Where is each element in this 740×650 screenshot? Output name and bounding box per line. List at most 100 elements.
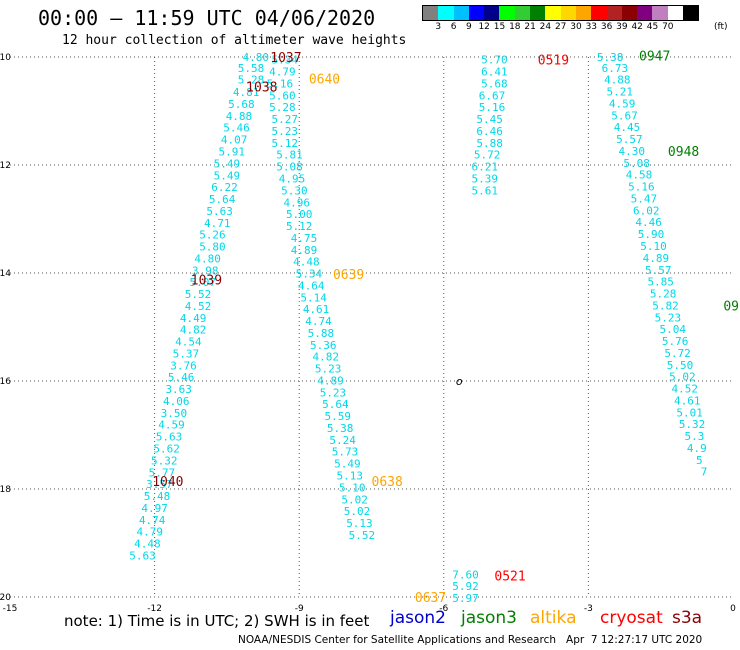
swh-point-jason3: 5.01: [676, 406, 703, 419]
swh-point-jason3: 4.89: [643, 252, 670, 265]
swh-point-jason3: 5.76: [662, 335, 689, 348]
swh-point-s3a: 3.63: [165, 383, 192, 396]
swh-point-cryosat: 6.67: [479, 89, 506, 102]
swh-point-s3a: 4.82: [180, 324, 207, 337]
swh-point-altika: 4.95: [279, 173, 306, 186]
swh-point-s3a: 5.48: [144, 490, 171, 503]
swh-point-s3a: 4.80: [243, 51, 270, 64]
swh-point-jason3: 5.57: [645, 264, 672, 277]
swh-point-s3a: 4.54: [175, 336, 202, 349]
swh-point-s3a: 5.46: [168, 371, 195, 384]
legend-label: 70: [662, 22, 674, 32]
footer-note: note: 1) Time is in UTC; 2) SWH is in fe…: [64, 612, 370, 630]
swh-point-altika: 5.64: [322, 398, 349, 411]
x-tick-label: -6: [439, 604, 448, 614]
swh-point-s3a: 4.80: [194, 252, 221, 265]
pass-time-label: 1037: [270, 51, 301, 66]
swh-point-s3a: 4.88: [226, 110, 253, 123]
swh-point-jason3: 5.21: [606, 86, 633, 99]
y-tick-label: -12: [0, 161, 11, 171]
legend-label: 33: [585, 22, 598, 32]
swh-point-jason3: 5.08: [623, 157, 650, 170]
y-tick-label: -16: [0, 377, 11, 387]
legend-label: 15: [493, 22, 506, 32]
chart-subtitle: 12 hour collection of altimeter wave hei…: [62, 33, 407, 48]
legend-label: 18: [509, 22, 521, 32]
swh-point-s3a: 5.77: [149, 466, 176, 479]
swh-point-cryosat: 6.41: [481, 66, 508, 79]
swh-point-s3a: 5.63: [129, 549, 156, 562]
swh-point-cryosat: 5.88: [476, 137, 503, 150]
swh-point-s3a: 4.79: [137, 526, 164, 539]
legend-swatch: [637, 6, 653, 20]
swh-point-s3a: 5.28: [238, 74, 265, 87]
swh-point-altika: 5.02: [344, 505, 371, 518]
legend-label: 27: [554, 22, 567, 32]
swh-point-altika: 5.38: [327, 422, 354, 435]
legend-swatch: [652, 6, 668, 20]
swh-point-s3a: 5.49: [214, 157, 241, 170]
pass-time-label: 09: [723, 299, 739, 314]
swh-point-altika: 4.64: [298, 279, 325, 292]
legend-label: 42: [631, 22, 643, 32]
chart-title: 00:00 – 11:59 UTC 04/06/2020: [38, 6, 376, 30]
swh-point-altika: 5.00: [286, 208, 313, 221]
legend-swatch: [621, 6, 638, 20]
swh-point-jason3: 5.32: [679, 418, 706, 431]
swh-point-s3a: 5.64: [209, 193, 236, 206]
pass-time-label: 0519: [538, 54, 569, 69]
legend-swatch: [468, 6, 485, 20]
swh-point-altika: 5.28: [269, 101, 296, 114]
swh-point-jason3: 5.04: [660, 323, 687, 336]
swh-point-altika: 4.61: [303, 303, 330, 316]
swh-point-cryosat: 5.68: [481, 77, 508, 90]
swh-point-altika: 5.60: [269, 89, 296, 102]
legend-swatch: [591, 6, 607, 20]
swh-point-s3a: 5.91: [218, 146, 245, 159]
swh-point-s3a: 5.07: [190, 276, 217, 289]
swh-point-cryosat: 5.92: [452, 580, 479, 593]
x-tick-label: -9: [295, 604, 304, 614]
y-tick-label: -10: [0, 53, 11, 63]
swh-point-s3a: 4.07: [221, 134, 248, 147]
swh-point-cryosat: 5.16: [479, 101, 506, 114]
satellite-label-jason3: jason3: [461, 608, 517, 628]
track-marker: o: [456, 375, 463, 388]
swh-point-s3a: 5.26: [199, 229, 226, 242]
pass-time-label: 1039: [191, 273, 222, 288]
swh-point-jason3: 5.02: [669, 371, 696, 384]
legend-swatch: [438, 6, 454, 20]
y-tick-label: -20: [0, 593, 11, 603]
swh-point-altika: 4.75: [291, 232, 318, 245]
swh-point-altika: 5.16: [267, 77, 294, 90]
swh-point-altika: 5.59: [325, 410, 352, 423]
credit-line: NOAA/NESDIS Center for Satellite Applica…: [238, 634, 703, 646]
satellite-label-s3a: s3a: [672, 608, 703, 628]
satellite-label-cryosat: cryosat: [600, 608, 663, 628]
legend-swatch: [606, 6, 622, 20]
swh-point-s3a: 5.52: [185, 288, 212, 301]
swh-point-jason3: 5.38: [597, 51, 624, 64]
swh-point-jason3: 5.28: [650, 288, 677, 301]
legend-swatch: [683, 6, 699, 20]
swh-point-jason3: 5.3: [685, 430, 705, 443]
swh-point-s3a: 5.49: [214, 169, 241, 182]
swh-point-cryosat: 5.70: [481, 54, 508, 67]
swh-point-altika: 5.23: [315, 363, 342, 376]
legend-swatch: [667, 6, 684, 20]
pass-time-label: 0640: [309, 73, 340, 88]
swh-point-jason3: 4.30: [619, 145, 646, 158]
swh-point-altika: 5.73: [332, 446, 359, 459]
swh-point-s3a: 4.74: [139, 514, 166, 527]
swh-point-altika: 5.10: [339, 481, 366, 494]
pass-time-label: 1038: [246, 81, 277, 96]
satellite-label-jason2: jason2: [390, 608, 446, 628]
y-tick-label: -18: [0, 485, 11, 495]
swh-point-jason3: 6.02: [633, 204, 660, 217]
swh-point-s3a: 5.32: [151, 454, 178, 467]
swh-point-s3a: 4.71: [204, 217, 231, 230]
swh-point-jason3: 4.58: [626, 169, 653, 182]
legend-swatch: [423, 6, 439, 20]
swh-point-altika: 5.34: [271, 54, 298, 67]
swh-point-altika: 4.48: [293, 256, 320, 269]
